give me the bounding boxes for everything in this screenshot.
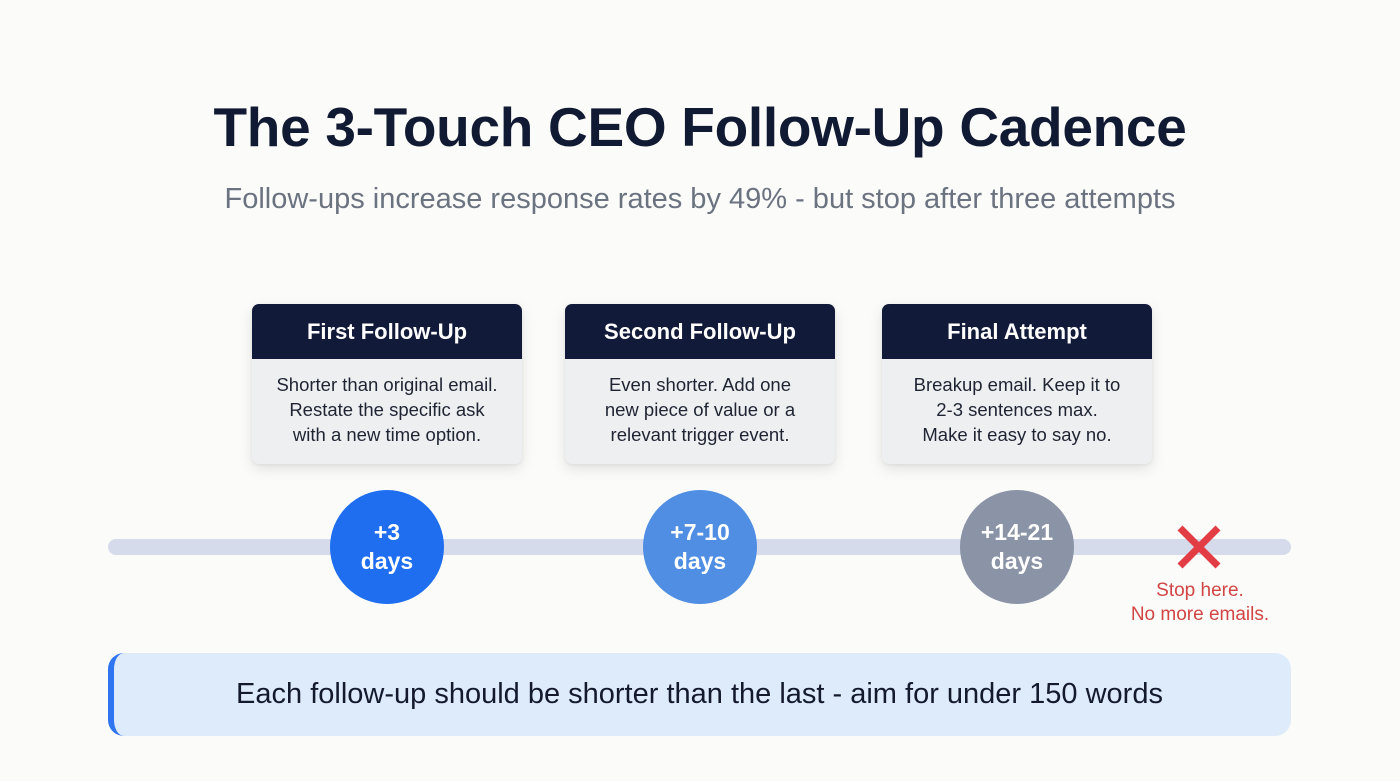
x-icon	[1177, 525, 1221, 569]
tip-banner: Each follow-up should be shorter than th…	[108, 653, 1291, 736]
timing-unit: days	[990, 548, 1044, 574]
timing-value: +7-10	[670, 519, 730, 545]
page-title: The 3-Touch CEO Follow-Up Cadence	[213, 96, 1187, 158]
timing-value: +14-21	[980, 519, 1054, 545]
step-card-title: First Follow-Up	[252, 304, 522, 359]
timing-value: +3	[373, 519, 401, 545]
page-subtitle: Follow-ups increase response rates by 49…	[224, 183, 1176, 215]
step-card-title: Final Attempt	[882, 304, 1152, 359]
timing-unit: days	[673, 548, 727, 574]
timeline-node-second: +7-10 days	[643, 490, 757, 604]
tip-banner-text: Each follow-up should be shorter than th…	[236, 678, 1163, 710]
step-card-final-attempt: Final Attempt Breakup email. Keep it to …	[882, 304, 1152, 464]
step-card-description: Even shorter. Add one new piece of value…	[604, 374, 796, 445]
step-card-second-follow-up: Second Follow-Up Even shorter. Add one n…	[565, 304, 835, 464]
step-card-title: Second Follow-Up	[565, 304, 835, 359]
step-card-first-follow-up: First Follow-Up Shorter than original em…	[252, 304, 522, 464]
step-card-description: Shorter than original email. Restate the…	[276, 374, 498, 445]
stop-label: Stop here. No more emails.	[1130, 580, 1270, 625]
step-card-description: Breakup email. Keep it to 2-3 sentences …	[913, 374, 1121, 445]
timing-unit: days	[360, 548, 414, 574]
timeline-node-final: +14-21 days	[960, 490, 1074, 604]
timeline-node-first: +3 days	[330, 490, 444, 604]
